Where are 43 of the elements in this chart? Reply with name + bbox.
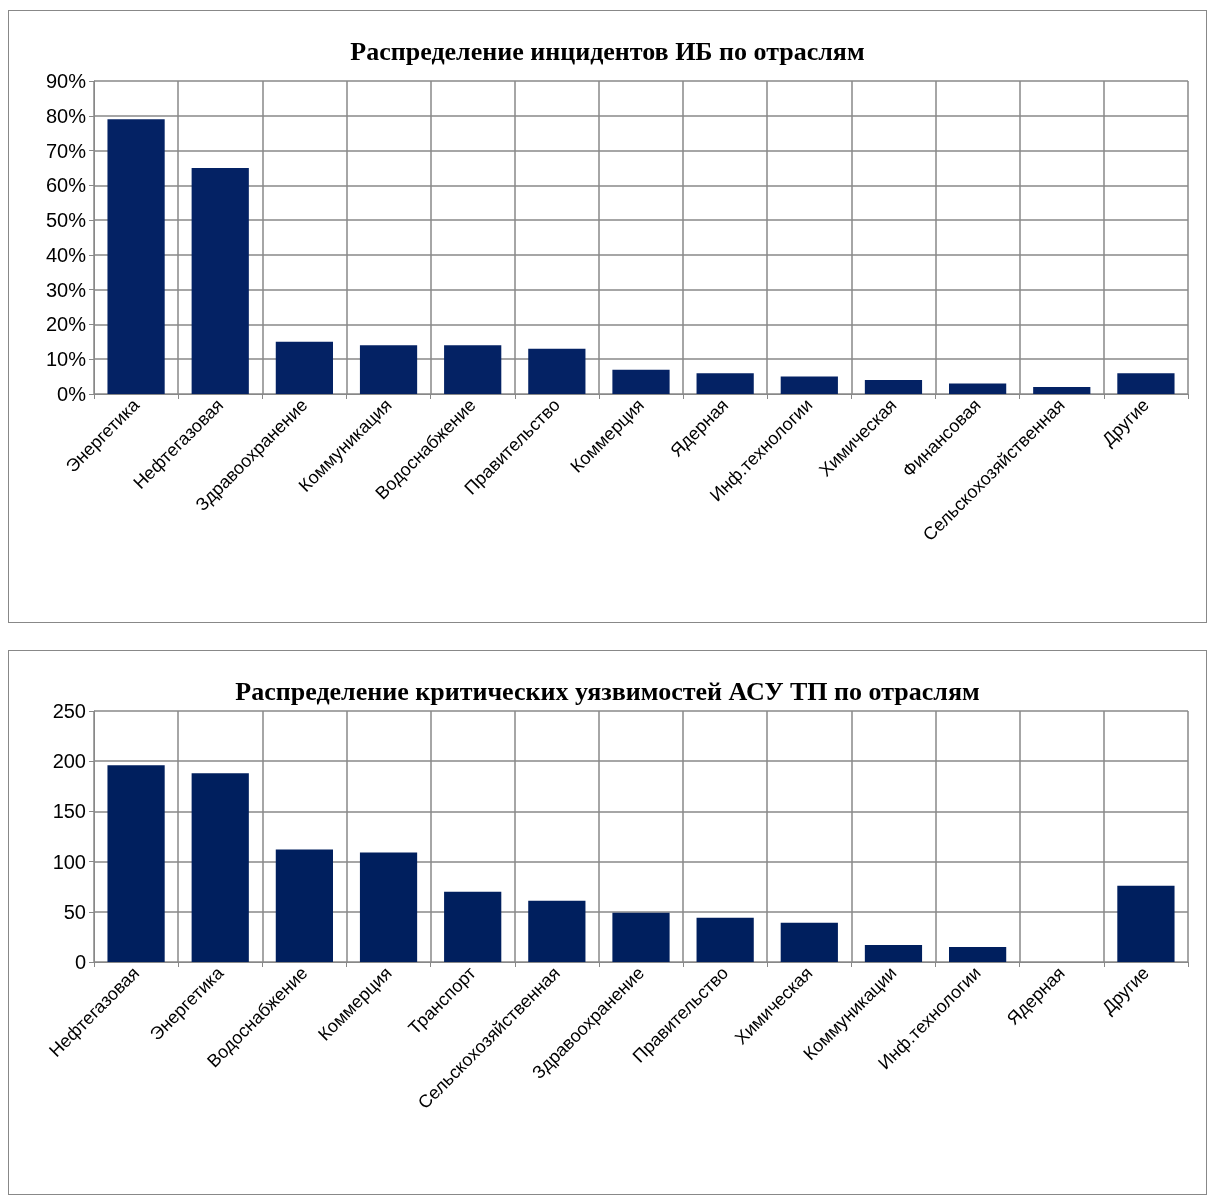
bar — [612, 912, 670, 962]
y-tick-label: 20% — [45, 313, 87, 336]
y-tick-label: 200 — [52, 750, 86, 773]
bar — [275, 341, 333, 394]
y-tick-label: 100 — [52, 850, 86, 873]
y-tick-label: 150 — [52, 800, 86, 823]
chart-title: Распределение инцидентов ИБ по отраслям — [350, 36, 865, 66]
y-tick-label: 90% — [45, 70, 87, 92]
y-tick-label: 50 — [63, 900, 86, 923]
chart-title: Распределение критических уязвимостей АСУ ТП по отраслям — [235, 676, 980, 706]
bar — [359, 345, 418, 394]
bar — [780, 922, 838, 962]
y-tick-label: 30% — [45, 278, 87, 301]
bar — [528, 900, 586, 962]
bar — [107, 119, 165, 394]
bar — [444, 891, 502, 962]
y-tick-label: 0 — [74, 951, 86, 973]
bar — [949, 383, 1007, 394]
bar — [444, 345, 502, 394]
bar — [191, 167, 249, 394]
bar — [191, 773, 249, 962]
bar — [612, 369, 670, 394]
bar — [107, 765, 165, 962]
bar — [780, 376, 838, 394]
bar — [275, 849, 333, 962]
bar — [1117, 373, 1175, 394]
bar — [1033, 387, 1091, 394]
y-tick-label: 10% — [45, 348, 87, 371]
y-tick-label: 250 — [52, 700, 86, 722]
bar — [864, 380, 923, 394]
bar — [864, 944, 923, 962]
bar — [696, 373, 754, 394]
y-tick-label: 50% — [45, 209, 87, 232]
bar — [359, 852, 418, 962]
bar — [696, 917, 754, 962]
y-tick-label: 60% — [45, 174, 87, 197]
y-tick-label: 0% — [57, 383, 87, 405]
bar — [949, 946, 1007, 962]
y-tick-label: 70% — [45, 139, 87, 162]
y-tick-label: 80% — [45, 104, 87, 127]
y-tick-label: 40% — [45, 243, 87, 266]
bar — [1117, 885, 1175, 962]
bar — [528, 348, 586, 394]
